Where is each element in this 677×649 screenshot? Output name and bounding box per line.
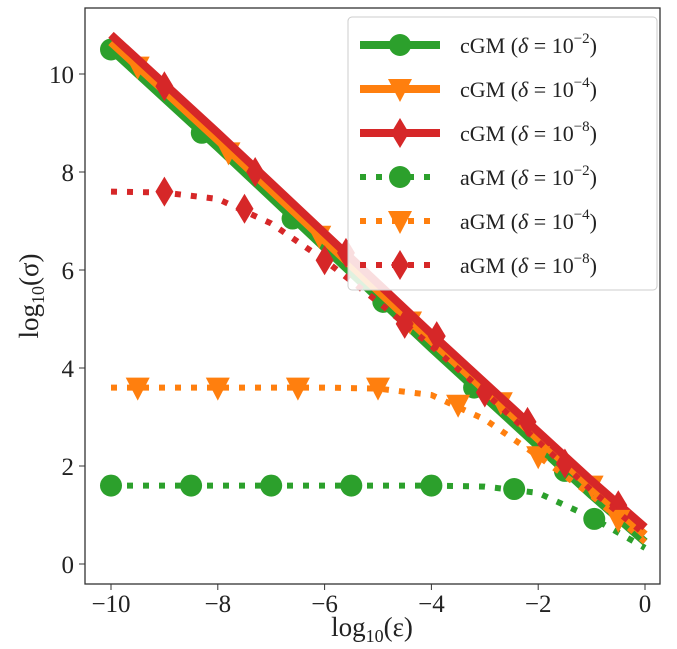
- ticks: −10 −8 −6 −4 −2 0 0 2 4 6 8 10: [49, 62, 651, 618]
- legend-marker: [388, 79, 412, 102]
- axes-frame: [84, 7, 661, 585]
- data-point: [583, 507, 606, 530]
- data-point: [205, 377, 230, 401]
- y-axis-label: log10(σ): [14, 253, 48, 338]
- y-tick-label: 0: [62, 552, 75, 579]
- y-tick-label: 10: [49, 62, 74, 89]
- data-point: [395, 308, 414, 339]
- legend-item: aGM (δ = 10−2): [360, 163, 597, 190]
- legend-label: aGM (δ = 10−8): [460, 251, 597, 278]
- data-point: [555, 448, 574, 479]
- legend-item: cGM (δ = 10−2): [360, 31, 597, 58]
- data-point: [155, 71, 174, 102]
- legend-label: cGM (δ = 10−2): [460, 31, 597, 58]
- y-tick-label: 2: [62, 454, 75, 481]
- series-agm-3: [100, 474, 647, 551]
- y-tick-label: 6: [62, 258, 75, 285]
- data-point: [155, 176, 174, 207]
- legend-marker: [391, 118, 409, 148]
- data-point: [427, 321, 446, 352]
- legend-marker: [389, 166, 411, 188]
- data-point: [446, 394, 471, 418]
- x-axis-label: log10(ε): [331, 612, 413, 646]
- data-point: [260, 474, 283, 497]
- legend: cGM (δ = 10−2) cGM (δ = 10−4) cGM (δ = 10−…: [347, 16, 658, 291]
- y-tick-label: 4: [62, 356, 75, 383]
- data-point: [503, 478, 526, 501]
- legend-marker: [388, 211, 412, 234]
- legend-label: aGM (δ = 10−2): [460, 163, 597, 190]
- x-tick-label: −6: [311, 591, 338, 618]
- legend-item: cGM (δ = 10−4): [360, 75, 597, 102]
- data-point: [315, 245, 334, 276]
- legend-label: cGM (δ = 10−4): [460, 75, 597, 102]
- series-agm-5: [110, 176, 647, 537]
- data-point: [180, 474, 203, 497]
- legend-marker: [389, 34, 411, 56]
- data-point: [420, 474, 443, 497]
- data-point: [246, 157, 265, 187]
- y-tick-label: 8: [62, 160, 75, 187]
- legend-label: cGM (δ = 10−8): [460, 119, 597, 146]
- data-point: [526, 446, 551, 470]
- x-tick-label: −2: [525, 591, 552, 618]
- data-point: [475, 377, 494, 408]
- series-agm-4: [111, 377, 647, 545]
- series-line: [111, 384, 647, 545]
- x-tick-label: −8: [204, 591, 231, 618]
- legend-item: aGM (δ = 10−4): [360, 207, 597, 234]
- data-point: [518, 406, 537, 437]
- data-point: [235, 193, 254, 224]
- data-point: [340, 474, 363, 497]
- data-point: [100, 474, 122, 497]
- data-point: [125, 377, 150, 401]
- x-tick-label: 0: [639, 591, 652, 618]
- legend-label: aGM (δ = 10−4): [460, 207, 597, 234]
- x-tick-label: −4: [418, 591, 445, 618]
- legend-item: aGM (δ = 10−8): [360, 250, 597, 280]
- data-point: [285, 377, 310, 401]
- legend-item: cGM (δ = 10−8): [360, 118, 597, 148]
- data-point: [366, 377, 390, 401]
- plot-area: [100, 31, 648, 551]
- x-tick-label: −10: [91, 591, 130, 618]
- legend-marker: [391, 250, 409, 280]
